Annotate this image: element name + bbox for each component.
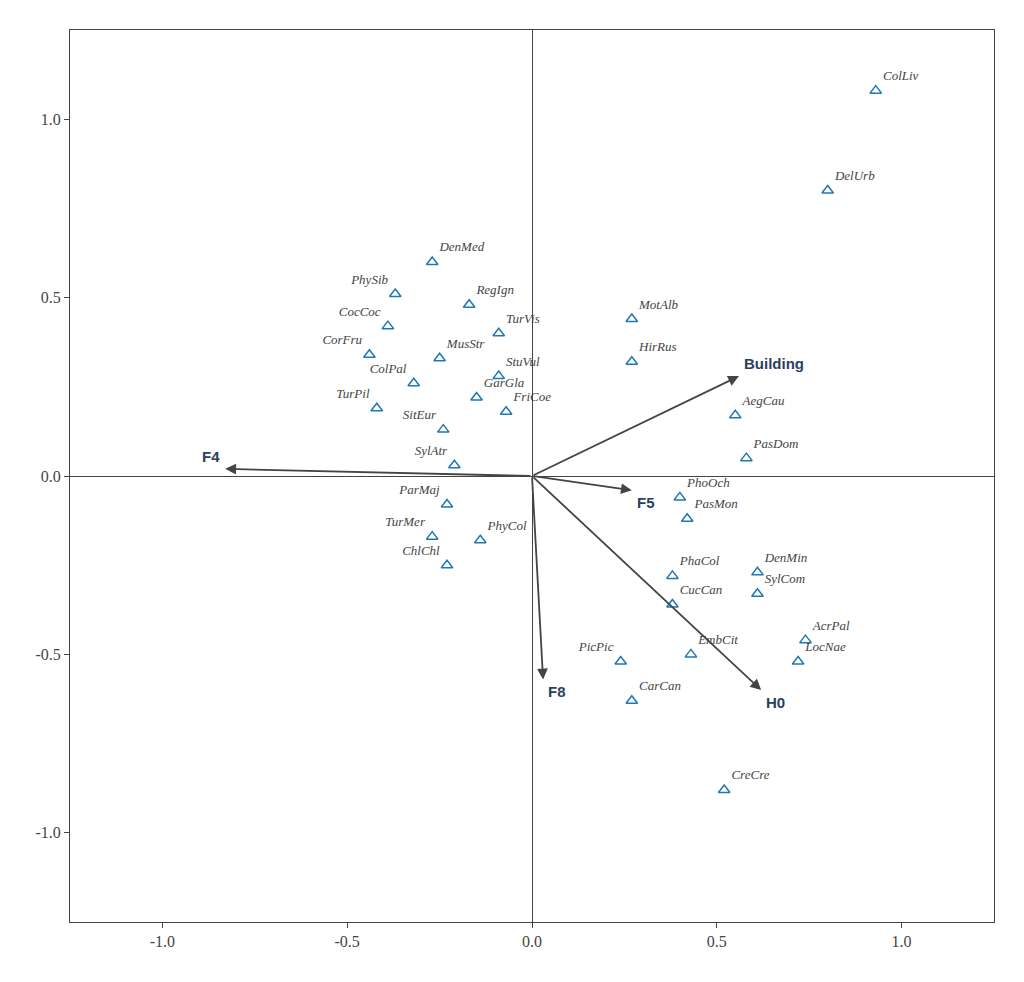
svg-text:MotAlb: MotAlb (638, 297, 678, 312)
svg-text:0.5: 0.5 (41, 289, 61, 306)
svg-text:F8: F8 (548, 683, 566, 700)
svg-text:PasDom: PasDom (753, 436, 799, 451)
svg-text:0.0: 0.0 (522, 933, 542, 950)
svg-text:ColLiv: ColLiv (883, 68, 919, 83)
svg-text:RegIgn: RegIgn (475, 282, 514, 297)
svg-text:AegCau: AegCau (742, 393, 785, 408)
svg-text:SylCom: SylCom (765, 571, 805, 586)
svg-text:PhoOch: PhoOch (686, 475, 730, 490)
svg-text:-1.0: -1.0 (35, 824, 60, 841)
svg-text:DenMin: DenMin (764, 550, 808, 565)
svg-text:ColPal: ColPal (370, 361, 407, 376)
svg-text:-0.5: -0.5 (35, 646, 60, 663)
svg-text:-1.0: -1.0 (150, 933, 175, 950)
svg-text:1.0: 1.0 (41, 111, 61, 128)
svg-text:AcrPal: AcrPal (812, 618, 850, 633)
svg-text:0.0: 0.0 (41, 468, 61, 485)
svg-text:-0.5: -0.5 (335, 933, 360, 950)
svg-text:1.0: 1.0 (892, 933, 912, 950)
svg-text:MusStr: MusStr (446, 336, 486, 351)
svg-text:ParMaj: ParMaj (398, 482, 440, 497)
svg-text:F5: F5 (637, 494, 655, 511)
svg-text:GarGla: GarGla (484, 375, 525, 390)
svg-text:CreCre: CreCre (731, 767, 769, 782)
svg-text:LocNae: LocNae (804, 639, 846, 654)
svg-text:0.5: 0.5 (707, 933, 727, 950)
svg-text:StuVul: StuVul (506, 354, 540, 369)
svg-text:PhySib: PhySib (350, 272, 388, 287)
svg-text:CucCan: CucCan (680, 582, 723, 597)
svg-text:TurVis: TurVis (506, 311, 540, 326)
svg-text:PicPic: PicPic (578, 639, 614, 654)
svg-text:SylAtr: SylAtr (415, 443, 448, 458)
svg-text:CorFru: CorFru (322, 332, 362, 347)
svg-text:H0: H0 (766, 694, 785, 711)
svg-text:FriCoe: FriCoe (512, 389, 551, 404)
svg-text:CocCoc: CocCoc (339, 304, 381, 319)
svg-text:ChlChl: ChlChl (402, 543, 440, 558)
svg-text:TurMer: TurMer (385, 514, 426, 529)
svg-text:PhyCol: PhyCol (487, 518, 527, 533)
svg-text:Building: Building (744, 355, 804, 372)
svg-text:HirRus: HirRus (638, 339, 677, 354)
svg-text:PhaCol: PhaCol (679, 553, 720, 568)
svg-text:F4: F4 (202, 448, 220, 465)
svg-text:DenMed: DenMed (438, 239, 484, 254)
svg-text:TurPil: TurPil (336, 386, 370, 401)
svg-text:SitEur: SitEur (403, 407, 437, 422)
svg-text:EmbCit: EmbCit (697, 632, 738, 647)
svg-text:PasMon: PasMon (693, 496, 737, 511)
svg-text:DelUrb: DelUrb (834, 168, 875, 183)
svg-text:CarCan: CarCan (639, 678, 681, 693)
